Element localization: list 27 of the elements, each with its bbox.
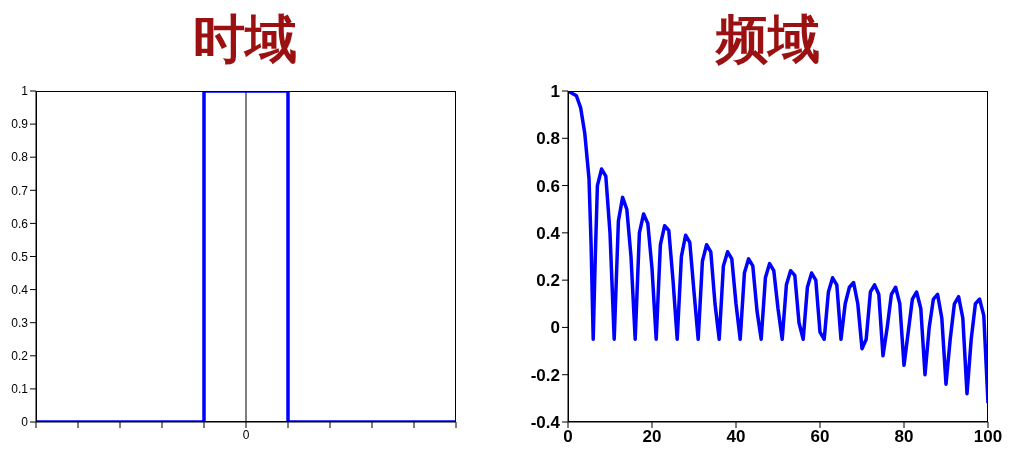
y-tick-label: 0 [550, 318, 560, 338]
y-tick-label: 0 [21, 415, 29, 430]
y-tick-label: 0.8 [536, 129, 560, 149]
y-tick-label: 1 [21, 84, 29, 99]
x-tick-label: 60 [810, 427, 830, 447]
y-tick-label: 0.1 [11, 382, 29, 397]
y-tick-label: 0.7 [11, 183, 29, 198]
y-tick-label: -0.4 [530, 413, 561, 433]
y-tick-label: 0.4 [536, 223, 561, 243]
y-tick-label: 0.3 [11, 315, 29, 330]
y-tick-label: 0.9 [11, 117, 29, 132]
y-tick-label: 0.2 [536, 271, 560, 291]
y-tick-label: 0.4 [11, 282, 29, 297]
chart-title: 时域 [192, 8, 298, 71]
x-tick-label: 0 [242, 427, 250, 442]
y-tick-label: 0.5 [11, 249, 29, 264]
x-tick-label: 80 [894, 427, 914, 447]
y-tick-label: -0.2 [530, 365, 560, 385]
y-tick-label: 0.6 [11, 216, 29, 231]
x-tick-label: 100 [973, 427, 1003, 447]
y-tick-label: 0.2 [11, 349, 29, 364]
y-tick-label: 0.6 [536, 176, 560, 196]
y-tick-label: 1 [550, 82, 560, 102]
x-tick-label: 20 [642, 427, 662, 447]
x-tick-label: 40 [726, 427, 746, 447]
y-tick-label: 0.8 [11, 150, 29, 165]
chart-title: 频域 [714, 8, 821, 71]
